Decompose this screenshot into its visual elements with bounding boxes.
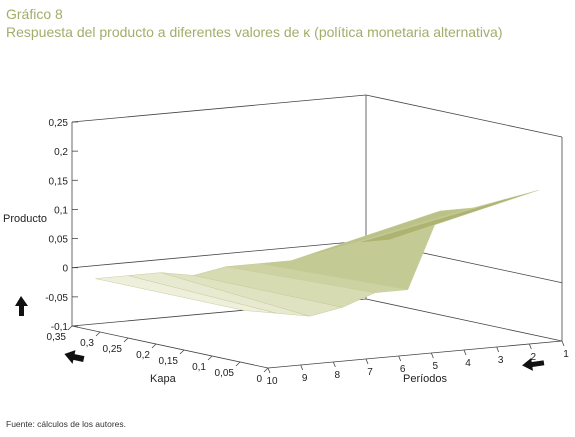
- kapa-tick-label: 0: [256, 374, 262, 385]
- z-tick-label: 0,1: [54, 205, 68, 216]
- period-tick-label: 6: [400, 364, 406, 375]
- period-tick-label: 9: [302, 373, 308, 384]
- kapa-tick-label: 0,05: [215, 368, 235, 379]
- z-tick-label: 0: [62, 264, 68, 275]
- chart-header: Gráfico 8 Respuesta del producto a difer…: [6, 5, 503, 41]
- zero-line: [71, 240, 367, 269]
- kapa-tick-label: 0,35: [47, 332, 67, 343]
- kapa-tick-label: 0,25: [103, 344, 123, 355]
- period-tick: [528, 343, 532, 350]
- z-axis-ticks: 0,25 0,2 0,15 0,1 0,05 0 -0,05 -0,1: [45, 118, 78, 333]
- period-tick-label: 4: [465, 358, 471, 369]
- top-back-edge: [71, 94, 367, 123]
- period-tick-label: 8: [335, 370, 341, 381]
- kapa-axis-label: Kapa: [150, 373, 177, 385]
- period-tick: [430, 352, 434, 359]
- kapa-tick: [179, 349, 185, 355]
- surface-plot: [95, 189, 539, 317]
- floor-side-edge: [365, 298, 563, 342]
- z-tick-label: 0,05: [49, 235, 69, 246]
- chart-frame: [71, 94, 563, 369]
- period-tick: [267, 367, 271, 374]
- period-axis-ticks: 10 9 8 7 6 5 4 3 2 1: [266, 340, 569, 387]
- period-tick: [332, 361, 336, 368]
- chart-title: Respuesta del producto a diferentes valo…: [6, 24, 503, 40]
- surface-segment: [356, 189, 539, 244]
- period-tick: [463, 349, 467, 356]
- kapa-tick-label: 0,3: [80, 338, 94, 349]
- left-arrow-icon: [64, 350, 85, 364]
- z-tick-label: -0,05: [45, 293, 68, 304]
- period-axis-label: Períodos: [403, 373, 448, 385]
- period-tick-label: 2: [531, 352, 537, 363]
- up-arrow-icon: [15, 296, 28, 316]
- period-tick: [300, 364, 304, 371]
- figure-label: Gráfico 8: [6, 6, 63, 22]
- kapa-tick-label: 0,2: [136, 350, 150, 361]
- period-axis-line: [267, 340, 563, 369]
- z-tick-label: 0,2: [54, 147, 68, 158]
- kapa-tick: [95, 331, 101, 337]
- kapa-axis-ticks: 0,35 0,3 0,25 0,2 0,15 0,1 0,05 0: [47, 325, 269, 385]
- left-arrow-icon: [522, 358, 545, 371]
- period-tick-label: 1: [563, 349, 569, 360]
- period-tick-label: 10: [266, 376, 278, 387]
- kapa-tick: [123, 337, 129, 343]
- period-tick-label: 5: [433, 361, 439, 372]
- period-tick: [496, 346, 500, 353]
- z-tick-label: 0,25: [49, 118, 69, 129]
- period-tick: [561, 340, 565, 347]
- kapa-tick-label: 0,1: [192, 362, 206, 373]
- period-tick: [365, 358, 369, 365]
- period-tick-label: 7: [367, 367, 373, 378]
- kapa-tick: [207, 355, 213, 361]
- top-side-edge: [365, 94, 563, 138]
- kapa-axis-line: [71, 325, 269, 369]
- kapa-tick-label: 0,15: [159, 356, 179, 367]
- kapa-tick: [67, 325, 73, 331]
- kapa-tick: [235, 361, 241, 367]
- source-note: Fuente: cálculos de los autores.: [6, 419, 127, 429]
- z-tick-label: -0,1: [51, 322, 69, 333]
- z-tick-label: 0,15: [49, 176, 69, 187]
- z-axis-label: Producto: [3, 213, 47, 225]
- period-tick-label: 3: [498, 355, 504, 366]
- kapa-tick: [151, 343, 157, 349]
- period-tick: [398, 355, 402, 362]
- kapa-tick: [263, 367, 269, 373]
